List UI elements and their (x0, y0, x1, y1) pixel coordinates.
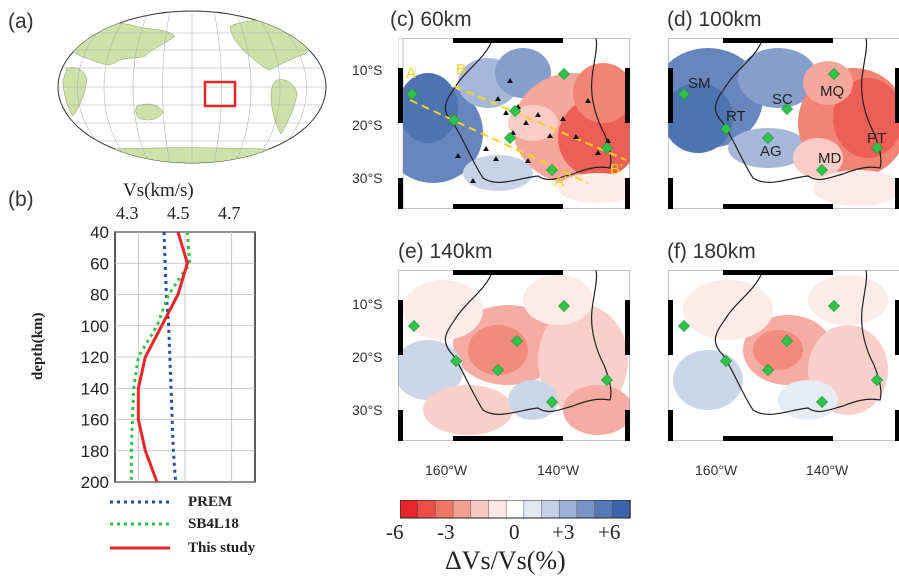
profile-label-a-prime: A' (554, 173, 567, 190)
colorbar-cell (576, 500, 596, 519)
b-xtick-2: 4.5 (167, 203, 190, 223)
map-f-label: (f) 180km (667, 240, 756, 263)
colorbar-cell (470, 500, 490, 519)
profile-label-a: A (406, 65, 416, 82)
map-f-180km (668, 270, 899, 441)
colorbar-cell (594, 500, 614, 519)
colorbar-cell (505, 500, 525, 519)
colorbar-tick-neg6: -6 (386, 520, 404, 544)
map-d-100km: SM SC MQ RT AG MD PT (668, 38, 899, 209)
station-sm: SM (688, 75, 711, 92)
station-sc: SC (772, 91, 793, 108)
map-e-lat-10: 10°S (352, 296, 383, 312)
map-c-label: (c) 60km (390, 8, 472, 31)
station-rt: RT (726, 108, 746, 125)
map-e-140km (398, 270, 630, 441)
profile-ytick-label: 60 (90, 254, 109, 273)
colorbar-cell (558, 500, 578, 519)
world-map (57, 10, 327, 164)
map-f-lon-160: 160°W (695, 462, 738, 478)
colorbar-tick-pos3: +3 (552, 520, 575, 544)
velocity-profile-chart: 40 60 80 100 120 140 160 180 200 (81, 223, 256, 490)
colorbar-cell (435, 500, 454, 519)
profile-series-this-study (136, 231, 189, 483)
station-md: MD (818, 150, 841, 167)
map-e-label: (e) 140km (398, 240, 493, 263)
map-c-lat-30: 30°S (352, 170, 383, 186)
station-ag: AG (760, 143, 782, 160)
colorbar (400, 500, 631, 519)
map-c-lat-10: 10°S (352, 62, 383, 78)
profile-legend-lines (110, 500, 170, 550)
map-c-lat-20: 20°S (352, 117, 383, 133)
profile-label-b-prime: B' (610, 161, 623, 178)
panel-b-label: (b) (8, 188, 34, 211)
colorbar-tick-neg3: -3 (437, 520, 455, 544)
station-mq: MQ (820, 83, 844, 100)
map-e-lat-30: 30°S (352, 402, 383, 418)
profile-ytick-label: 200 (81, 473, 109, 490)
b-xtick-1: 4.3 (116, 203, 139, 223)
colorbar-cell (612, 500, 631, 519)
colorbar-cell (400, 500, 419, 519)
station-pt: PT (867, 130, 886, 147)
profile-ytick-label: 180 (81, 442, 109, 461)
colorbar-tick-pos6: +6 (598, 520, 621, 544)
b-xtick-3: 4.7 (218, 203, 241, 223)
profile-ytick-label: 140 (81, 379, 109, 398)
b-ylabel: depth(km) (30, 312, 46, 380)
legend-sb4l18-label: SB4L18 (188, 516, 239, 532)
map-c-60km: A B A' B' (398, 38, 630, 209)
panel-a-label: (a) (8, 10, 34, 33)
map-e-lon-140: 140°W (537, 462, 580, 478)
colorbar-cell (417, 500, 437, 519)
map-f-lon-140: 140°W (806, 462, 849, 478)
map-e-lon-160: 160°W (425, 462, 468, 478)
colorbar-title: ΔVs/Vs(%) (445, 546, 566, 575)
profile-ytick-label: 40 (90, 223, 109, 242)
colorbar-cell (523, 500, 543, 519)
profile-ytick-label: 160 (81, 411, 109, 430)
profile-ytick-label: 100 (81, 317, 109, 336)
b-xlabel: Vs(km/s) (123, 180, 194, 201)
profile-ytick-label: 120 (81, 348, 109, 367)
legend-thisstudy-label: This study (188, 540, 256, 556)
legend-prem-label: PREM (188, 494, 233, 510)
colorbar-cell (452, 500, 472, 519)
colorbar-tick-0: 0 (509, 520, 520, 544)
colorbar-cell (541, 500, 560, 519)
map-e-lat-20: 20°S (352, 349, 383, 365)
colorbar-cell (488, 500, 507, 519)
study-region-box (203, 80, 237, 108)
map-d-label: (d) 100km (667, 8, 762, 31)
profile-ytick-label: 80 (90, 286, 109, 305)
profile-label-b: B (456, 61, 466, 78)
